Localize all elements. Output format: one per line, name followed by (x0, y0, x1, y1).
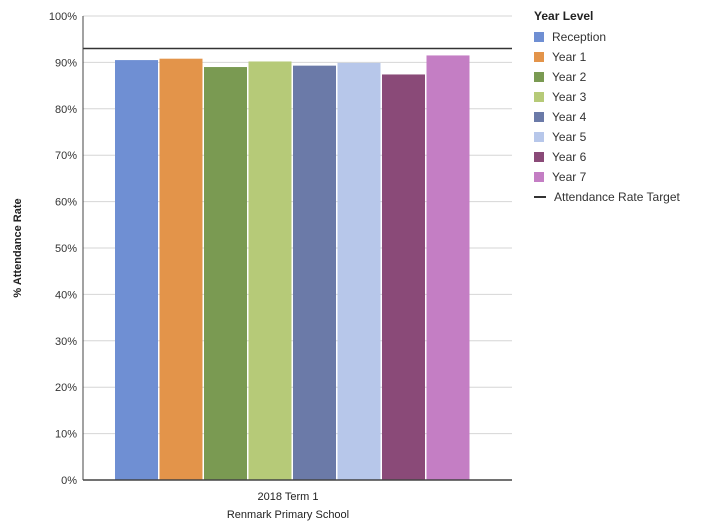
legend-swatch (534, 132, 544, 142)
y-tick-label: 90% (55, 57, 77, 69)
legend-item-year-5: Year 5 (534, 127, 724, 147)
bar-year-1 (159, 58, 203, 481)
y-tick-label: 100% (49, 11, 77, 23)
y-axis-title: % Attendance Rate (12, 198, 24, 297)
legend-label: Year 5 (552, 130, 587, 144)
legend-title: Year Level (534, 9, 594, 23)
legend-swatch (534, 112, 544, 122)
legend-label: Reception (552, 30, 607, 44)
legend-swatch (534, 72, 544, 82)
legend-swatch (534, 52, 544, 62)
bar-year-7 (426, 55, 470, 480)
legend-item-reception: Reception (534, 27, 724, 47)
legend-label: Year 4 (552, 110, 587, 124)
legend-swatch (534, 172, 544, 182)
bar-year-5 (337, 62, 381, 480)
x-category-label-line1: 2018 Term 1 (258, 491, 319, 503)
y-tick-label: 10% (55, 429, 77, 441)
legend-item-year-3: Year 3 (534, 87, 724, 107)
y-tick-label: 30% (55, 336, 77, 348)
y-tick-label: 40% (55, 289, 77, 301)
legend-item-year-1: Year 1 (534, 47, 724, 67)
legend-swatch (534, 92, 544, 102)
bar-year-2 (204, 67, 247, 480)
bar-year-3 (248, 61, 292, 481)
legend-item-year-2: Year 2 (534, 67, 724, 87)
legend-label: Year 3 (552, 90, 587, 104)
bars (115, 55, 470, 481)
legend: Year Level Reception Year 1 Year 2 Year 3 Ye… (534, 9, 724, 207)
y-tick-label: 50% (55, 243, 77, 255)
legend-line-swatch (534, 196, 546, 198)
legend-label: Year 7 (552, 170, 587, 184)
y-tick-label: 60% (55, 197, 77, 209)
y-tick-label: 70% (55, 150, 77, 162)
y-tick-label: 20% (55, 382, 77, 394)
legend-item-year-7: Year 7 (534, 167, 724, 187)
bar-reception (115, 60, 158, 481)
x-category-label-line2: Renmark Primary School (227, 509, 349, 521)
y-tick-labels: 0% 10% 20% 30% 40% 50% 60% 70% 80% 90% 100% (49, 11, 77, 487)
legend-label: Attendance Rate Target (554, 190, 680, 204)
legend-swatch (534, 152, 544, 162)
y-tick-label: 80% (55, 104, 77, 116)
axes (82, 16, 512, 481)
bar-year-4 (293, 65, 336, 480)
legend-swatch (534, 32, 544, 42)
bar-year-6 (382, 74, 425, 481)
legend-item-year-4: Year 4 (534, 107, 724, 127)
legend-items: Reception Year 1 Year 2 Year 3 Year 4 Year 5 Y… (534, 27, 724, 207)
legend-item-attendance-rate-target: Attendance Rate Target (534, 187, 724, 207)
y-tick-label: 0% (61, 475, 77, 487)
legend-item-year-6: Year 6 (534, 147, 724, 167)
legend-label: Year 2 (552, 70, 587, 84)
legend-label: Year 6 (552, 150, 587, 164)
legend-label: Year 1 (552, 50, 587, 64)
